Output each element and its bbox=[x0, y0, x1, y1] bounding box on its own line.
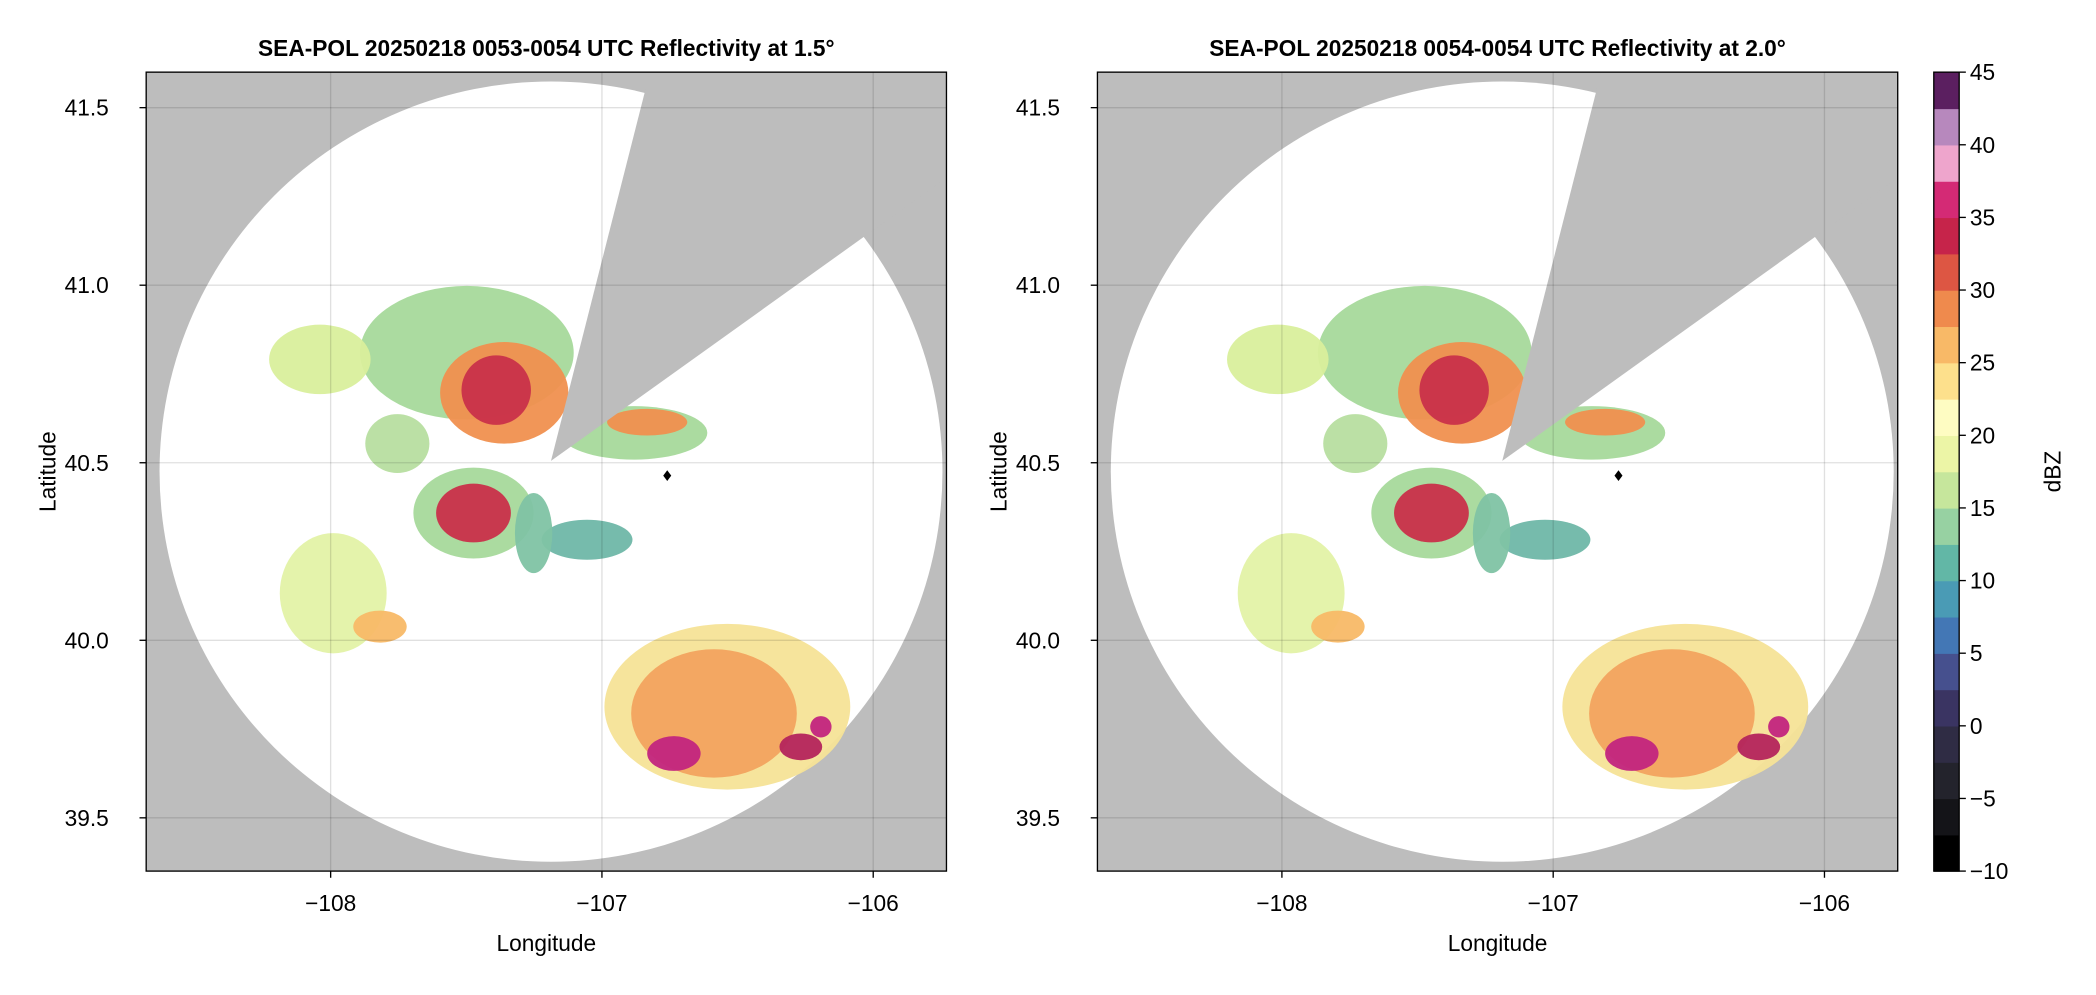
colorbar-swatch bbox=[1933, 834, 1960, 872]
colorbar-tick-label: 45 bbox=[1970, 59, 1995, 85]
y-tick-label: 40.0 bbox=[1016, 627, 1060, 653]
colorbar-tick-label: 0 bbox=[1970, 713, 1983, 739]
colorbar-swatch bbox=[1933, 290, 1960, 328]
colorbar-swatch bbox=[1933, 362, 1960, 400]
x-tick-label: −106 bbox=[848, 890, 899, 916]
y-tick-label: 40.5 bbox=[65, 450, 109, 476]
colorbar-tick-label: 5 bbox=[1970, 640, 1983, 666]
colorbar-swatch bbox=[1933, 507, 1960, 545]
colorbar-tick-label: 35 bbox=[1970, 204, 1995, 230]
echo bbox=[1605, 736, 1659, 771]
colorbar-swatch bbox=[1933, 326, 1960, 364]
colorbar-tick-label: 40 bbox=[1970, 132, 1995, 158]
colorbar-swatch bbox=[1933, 253, 1960, 291]
x-axis-label: Longitude bbox=[1448, 930, 1548, 956]
colorbar-swatch bbox=[1933, 398, 1960, 436]
echo bbox=[436, 483, 511, 543]
echo bbox=[810, 716, 832, 738]
colorbar-swatch bbox=[1933, 72, 1960, 110]
x-tick-label: −108 bbox=[305, 890, 356, 916]
echo bbox=[1472, 492, 1511, 574]
y-axis-label: Latitude bbox=[34, 431, 60, 512]
chart-title: SEA-POL 20250218 0054-0054 UTC Reflectiv… bbox=[1209, 35, 1786, 61]
echo bbox=[1737, 733, 1781, 761]
colorbar-frame bbox=[1933, 71, 1960, 872]
echo bbox=[514, 492, 553, 574]
echo bbox=[1768, 716, 1790, 738]
y-tick-label: 41.5 bbox=[65, 95, 109, 121]
x-tick-label: −107 bbox=[576, 890, 627, 916]
echo bbox=[541, 519, 633, 560]
y-tick-label: 39.5 bbox=[1016, 805, 1060, 831]
colorbar-swatch bbox=[1933, 108, 1960, 146]
colorbar-tick-label: 10 bbox=[1970, 568, 1995, 594]
blocked-sector bbox=[550, 72, 947, 461]
colorbar-tick-label: −5 bbox=[1970, 785, 1996, 811]
y-tick-label: 41.0 bbox=[65, 272, 109, 298]
colorbar-tick-label: 15 bbox=[1970, 495, 1995, 521]
panel: −108 −107 −106 39.5 40.0 40.5 41.0 41.5 SEA-POL … bbox=[34, 35, 948, 956]
echo bbox=[779, 733, 823, 761]
colorbar-swatch bbox=[1933, 144, 1960, 182]
chart-title: SEA-POL 20250218 0053-0054 UTC Reflectiv… bbox=[258, 35, 835, 61]
echo bbox=[353, 610, 407, 643]
echo bbox=[365, 414, 430, 473]
colorbar-swatch bbox=[1933, 580, 1960, 618]
colorbar-tick-label: 20 bbox=[1970, 422, 1995, 448]
y-axis-label: Latitude bbox=[986, 431, 1012, 512]
colorbar-swatch bbox=[1933, 689, 1960, 727]
colorbar-tick-label: −10 bbox=[1970, 858, 2009, 884]
colorbar-swatch bbox=[1933, 762, 1960, 800]
echo bbox=[607, 408, 688, 436]
colorbar-tick-label: 25 bbox=[1970, 350, 1995, 376]
y-tick-label: 40.0 bbox=[65, 627, 109, 653]
colorbar-swatch bbox=[1933, 616, 1960, 654]
echo bbox=[1419, 355, 1489, 425]
colorbar-swatch bbox=[1933, 471, 1960, 509]
colorbar-label: dBZ bbox=[2040, 451, 2066, 493]
colorbar-swatch bbox=[1933, 725, 1960, 763]
echo bbox=[269, 324, 371, 395]
colorbar-swatch bbox=[1933, 217, 1960, 255]
y-tick-label: 41.5 bbox=[1016, 95, 1060, 121]
echo bbox=[1323, 414, 1388, 473]
y-tick-label: 39.5 bbox=[65, 805, 109, 831]
blocked-sector bbox=[1502, 72, 1898, 461]
colorbar-tick-label: 30 bbox=[1970, 277, 1995, 303]
echo bbox=[1227, 324, 1329, 395]
x-tick-label: −107 bbox=[1528, 890, 1579, 916]
echo bbox=[1311, 610, 1365, 643]
y-tick-label: 41.0 bbox=[1016, 272, 1060, 298]
echo bbox=[1565, 408, 1646, 436]
echo bbox=[461, 355, 531, 425]
colorbar-swatch bbox=[1933, 181, 1960, 219]
x-tick-label: −106 bbox=[1799, 890, 1850, 916]
plot-frame bbox=[1096, 71, 1899, 872]
y-tick-label: 40.5 bbox=[1016, 450, 1060, 476]
panel: −108 −107 −106 39.5 40.0 40.5 41.0 41.5 SEA-POL … bbox=[986, 35, 1899, 956]
colorbar-swatch bbox=[1933, 544, 1960, 582]
plot-frame bbox=[145, 71, 948, 872]
colorbar-swatch bbox=[1933, 653, 1960, 691]
x-axis-label: Longitude bbox=[496, 930, 596, 956]
colorbar-swatch bbox=[1933, 435, 1960, 473]
x-tick-label: −108 bbox=[1256, 890, 1307, 916]
colorbar-swatch bbox=[1933, 798, 1960, 836]
echo bbox=[647, 736, 701, 771]
echo bbox=[1499, 519, 1591, 560]
echo bbox=[1394, 483, 1469, 543]
